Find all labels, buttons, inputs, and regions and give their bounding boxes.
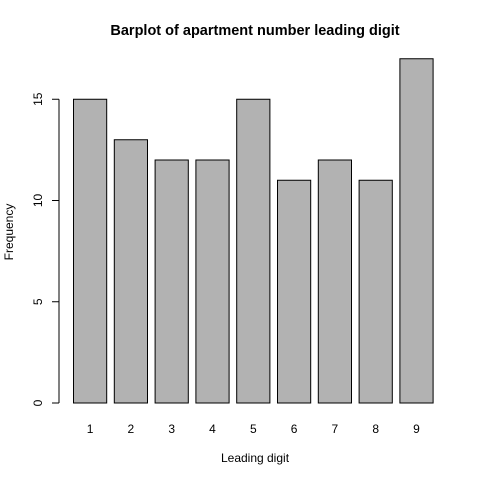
y-tick-label-10: 10 — [31, 194, 45, 208]
y-axis: 0 5 10 15 — [31, 92, 60, 406]
x-tick-label-4: 4 — [209, 422, 216, 436]
x-tick-label-5: 5 — [250, 422, 257, 436]
x-tick-label-7: 7 — [332, 422, 339, 436]
x-tick-label-2: 2 — [128, 422, 135, 436]
bar-7 — [317, 159, 352, 404]
bar-8 — [358, 179, 393, 404]
bar-4 — [195, 159, 230, 404]
bar-5 — [236, 98, 271, 404]
x-tick-label-1: 1 — [87, 422, 94, 436]
bars-group — [73, 58, 434, 404]
y-axis-label: Frequency — [2, 204, 16, 261]
x-tick-label-8: 8 — [372, 422, 379, 436]
bar-6 — [277, 179, 312, 404]
x-axis-label: Leading digit — [221, 451, 290, 465]
y-tick-label-5: 5 — [31, 298, 45, 305]
x-tick-label-6: 6 — [291, 422, 298, 436]
chart-title: Barplot of apartment number leading digi… — [110, 23, 399, 39]
y-tick-label-15: 15 — [31, 92, 45, 106]
x-tick-labels: 1 2 3 4 5 6 7 8 9 — [87, 422, 420, 436]
bar-1 — [73, 98, 108, 404]
y-tick-label-0: 0 — [31, 399, 45, 406]
x-tick-label-9: 9 — [413, 422, 420, 436]
bar-3 — [154, 159, 189, 404]
bar-2 — [113, 139, 149, 404]
bar-9 — [399, 58, 434, 404]
x-tick-label-3: 3 — [168, 422, 175, 436]
